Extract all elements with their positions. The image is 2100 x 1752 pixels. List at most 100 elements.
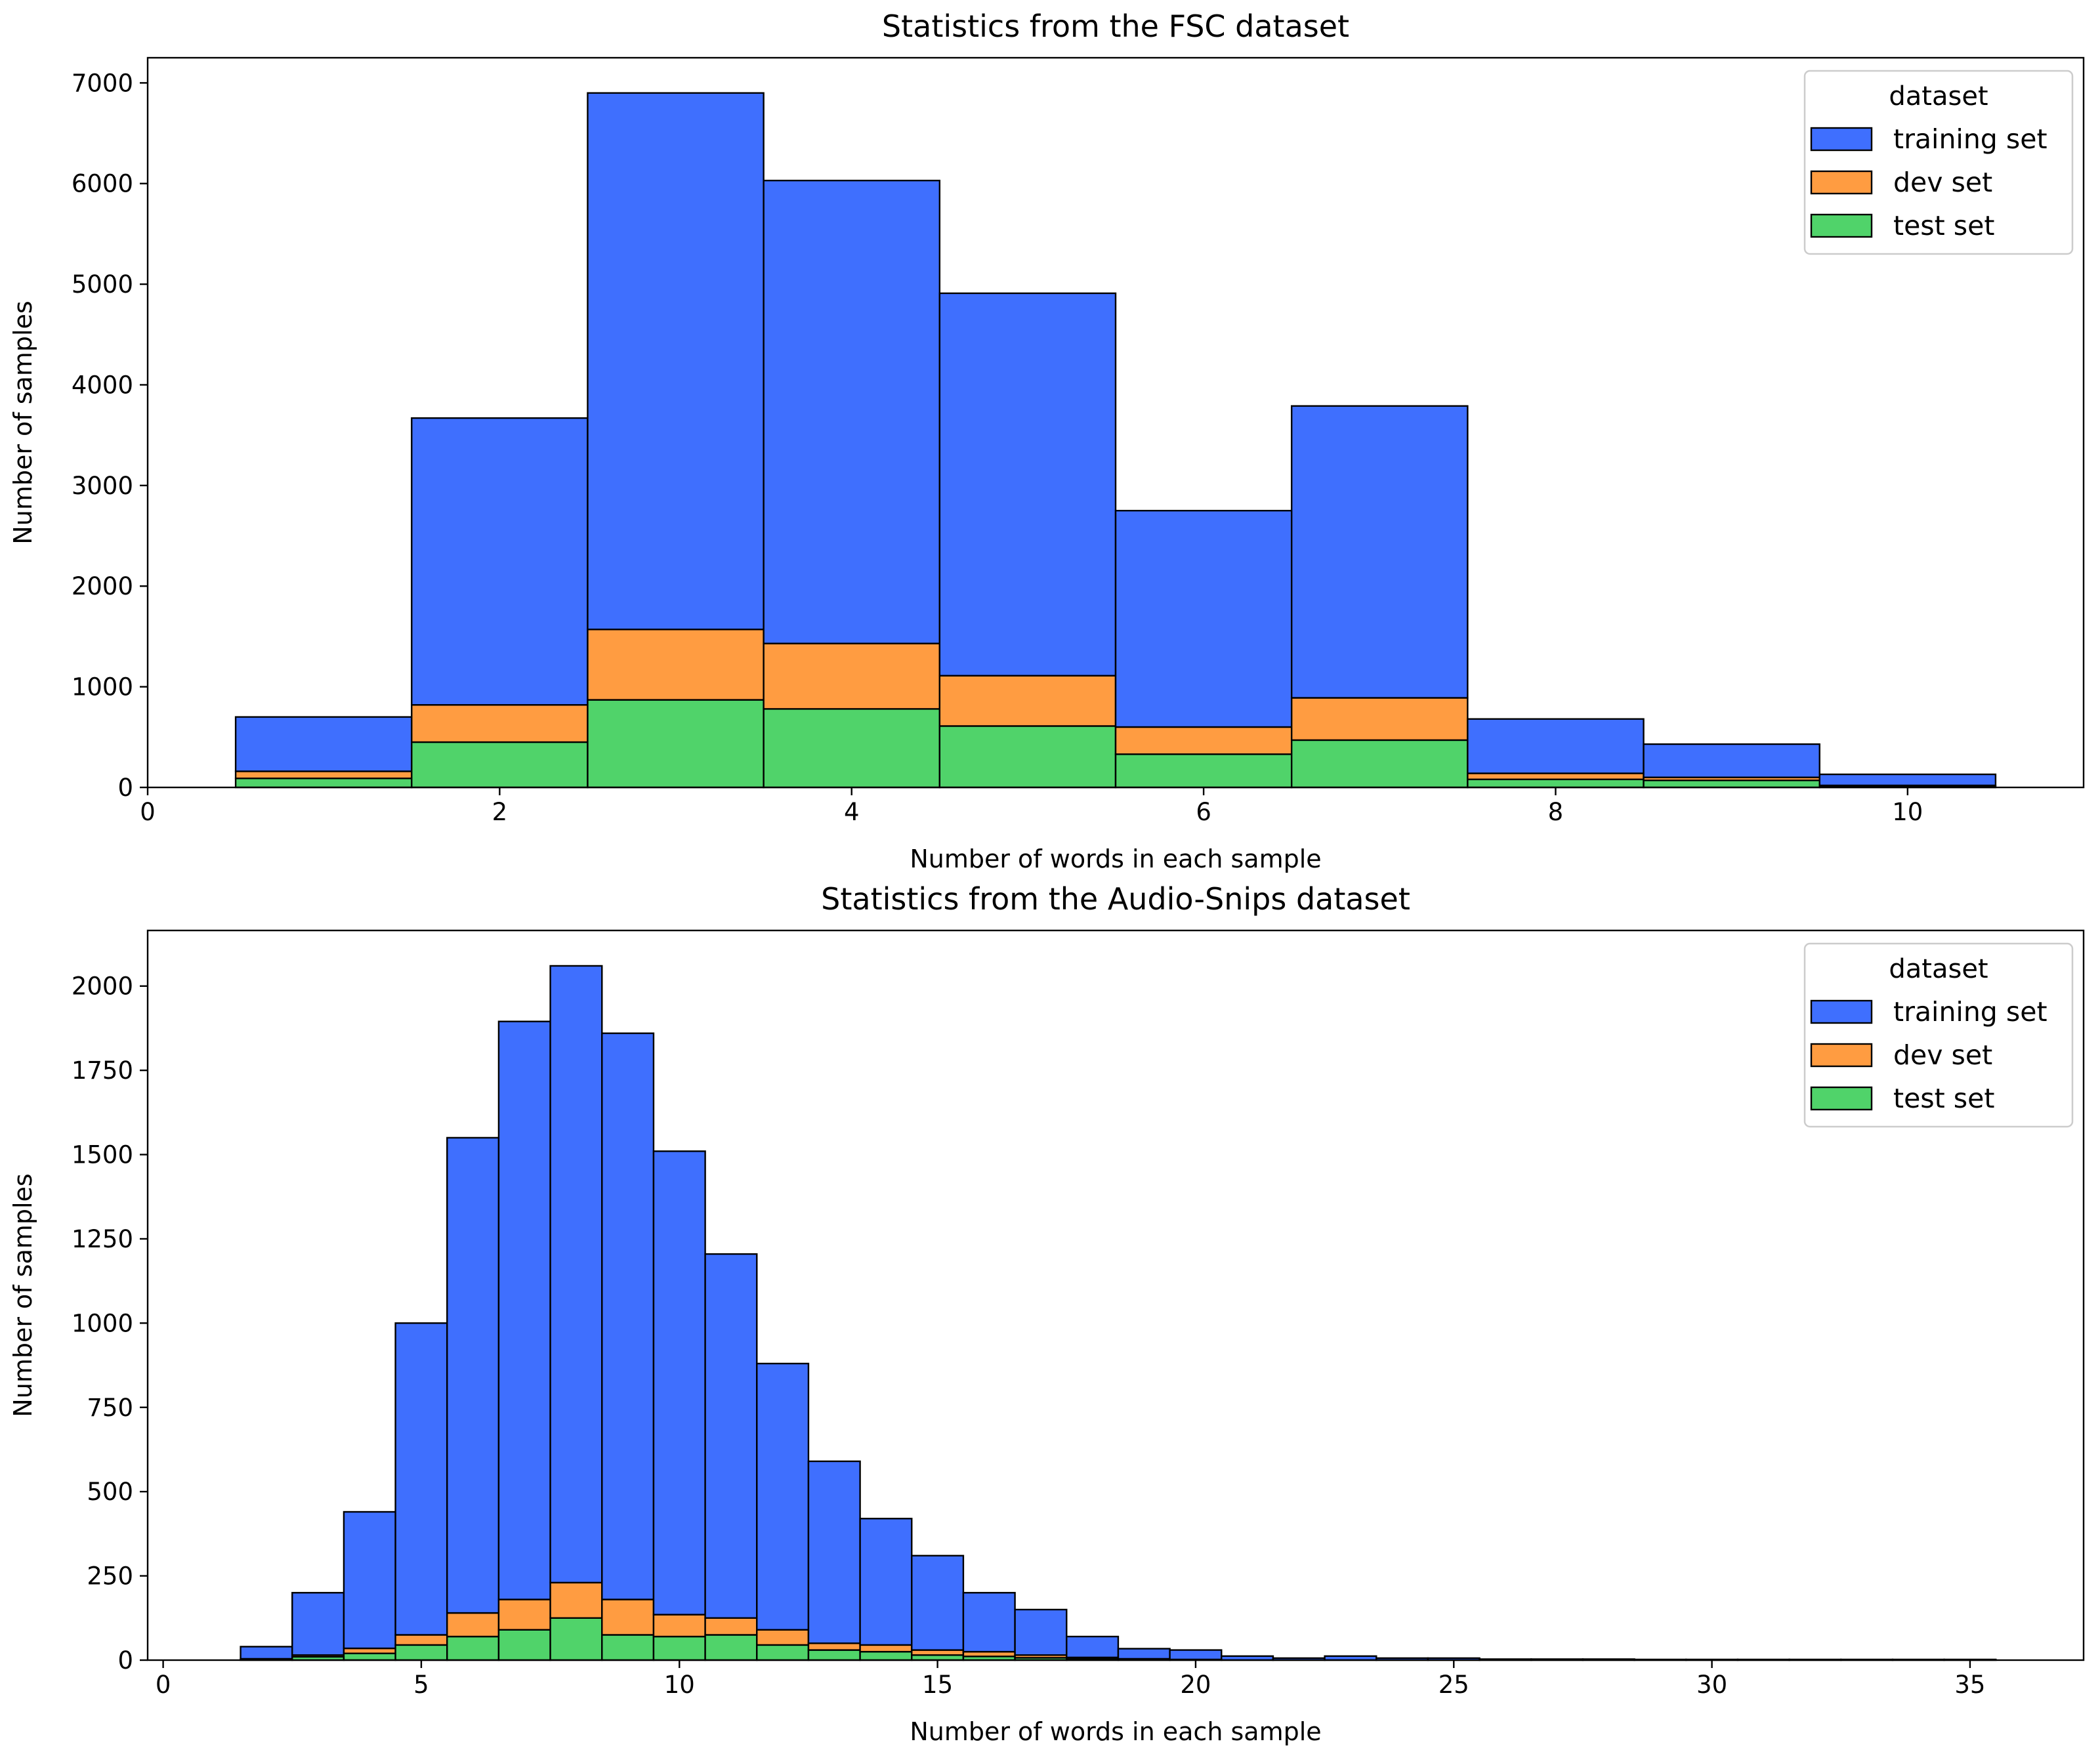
bar-dev-set-5 bbox=[394, 1634, 448, 1646]
bar-test-set-14 bbox=[859, 1650, 913, 1661]
y-tick-label: 6000 bbox=[72, 170, 133, 198]
y-tick-label: 2000 bbox=[72, 572, 133, 600]
x-tick-label: 0 bbox=[140, 798, 156, 826]
y-tick-label: 1000 bbox=[72, 673, 133, 701]
bar-dev-set-2 bbox=[411, 704, 589, 743]
y-axis-label: Number of samples bbox=[9, 301, 37, 544]
chart-title: Statistics from the FSC dataset bbox=[882, 9, 1349, 44]
bar-test-set-11 bbox=[704, 1634, 758, 1661]
bar-test-set-8 bbox=[549, 1617, 603, 1661]
bar-dev-set-11 bbox=[704, 1617, 758, 1636]
bar-training-set-19 bbox=[1117, 1648, 1171, 1660]
fsc-histogram: Statistics from the FSC dataset 0 2 4 6 8 100… bbox=[9, 9, 2085, 873]
x-tick-label: 8 bbox=[1548, 798, 1564, 826]
bar-dev-set-8 bbox=[549, 1581, 603, 1619]
bar-dev-set-1 bbox=[234, 770, 413, 780]
tick-layer: 0 5 10 15 20 25 30 35 0 250 500 750 1000 1250 1500 1750… bbox=[72, 972, 1986, 1699]
bar-test-set-2 bbox=[411, 741, 589, 789]
bar-training-set-4 bbox=[763, 179, 941, 644]
legend-swatch-dev-set bbox=[1810, 170, 1873, 195]
x-tick-label: 2 bbox=[492, 798, 508, 826]
legend-label-training-set: training set bbox=[1893, 123, 2048, 155]
bar-test-set-3 bbox=[587, 699, 765, 789]
x-tick-label: 10 bbox=[1892, 798, 1923, 826]
legend-label-test-set: test set bbox=[1893, 1083, 1994, 1114]
bar-dev-set-13 bbox=[807, 1642, 861, 1651]
bar-test-set-7 bbox=[1290, 739, 1469, 789]
bar-dev-set-7 bbox=[1290, 697, 1469, 741]
y-tick-label: 5000 bbox=[72, 270, 133, 299]
audio-snips-histogram: Statistics from the Audio-Snips dataset … bbox=[9, 881, 2085, 1746]
y-tick-label: 0 bbox=[117, 774, 133, 802]
bar-test-set-8 bbox=[1467, 778, 1645, 789]
legend-title: dataset bbox=[1889, 81, 1988, 112]
bar-dev-set-6 bbox=[1114, 726, 1293, 755]
bar-training-set-4 bbox=[343, 1511, 396, 1650]
bar-dev-set-6 bbox=[446, 1612, 500, 1638]
x-tick-label: 0 bbox=[156, 1671, 171, 1699]
bar-dev-set-10 bbox=[652, 1614, 706, 1638]
bar-training-set-9 bbox=[1643, 743, 1820, 778]
bar-test-set-4 bbox=[763, 708, 941, 789]
bar-training-set-15 bbox=[911, 1554, 965, 1651]
legend-label-training-set: training set bbox=[1893, 996, 2048, 1028]
bar-training-set-10 bbox=[652, 1150, 706, 1616]
bar-training-set-8 bbox=[549, 965, 603, 1584]
x-tick-label: 10 bbox=[664, 1671, 695, 1699]
bar-training-set-18 bbox=[1066, 1635, 1120, 1659]
bar-dev-set-8 bbox=[1467, 772, 1645, 780]
bar-dev-set-14 bbox=[859, 1644, 913, 1653]
y-tick-label: 1000 bbox=[72, 1309, 133, 1337]
bar-training-set-11 bbox=[704, 1253, 758, 1619]
y-tick-label: 1500 bbox=[72, 1141, 133, 1169]
bar-test-set-5 bbox=[938, 725, 1117, 789]
bar-dev-set-9 bbox=[601, 1598, 655, 1636]
y-tick-label: 0 bbox=[117, 1646, 133, 1675]
bar-training-set-8 bbox=[1467, 718, 1645, 774]
bar-test-set-12 bbox=[756, 1644, 810, 1661]
y-axis-label: Number of samples bbox=[9, 1173, 37, 1417]
bar-training-set-3 bbox=[587, 92, 765, 631]
bar-training-set-5 bbox=[938, 292, 1117, 677]
bar-dev-set-7 bbox=[497, 1598, 551, 1631]
legend-label-test-set: test set bbox=[1893, 210, 1994, 241]
legend-label-dev-set: dev set bbox=[1893, 167, 1992, 198]
bar-training-set-12 bbox=[756, 1362, 810, 1631]
bar-training-set-6 bbox=[446, 1137, 500, 1614]
y-tick-label: 4000 bbox=[72, 371, 133, 399]
bar-dev-set-5 bbox=[938, 675, 1117, 727]
legend-swatch-training-set bbox=[1810, 999, 1873, 1024]
x-tick-label: 25 bbox=[1438, 1671, 1469, 1699]
x-tick-label: 35 bbox=[1954, 1671, 1985, 1699]
bar-test-set-6 bbox=[446, 1635, 500, 1661]
bar-test-set-1 bbox=[234, 777, 413, 789]
bars-layer bbox=[240, 965, 1997, 1661]
bar-training-set-3 bbox=[291, 1592, 345, 1656]
plot-frame bbox=[146, 56, 2085, 789]
bar-training-set-2 bbox=[411, 417, 589, 706]
legend-swatch-dev-set bbox=[1810, 1043, 1873, 1068]
bar-training-set-17 bbox=[1014, 1608, 1068, 1656]
bars-layer bbox=[234, 92, 1997, 789]
y-tick-label: 1250 bbox=[72, 1225, 133, 1253]
bar-test-set-13 bbox=[807, 1649, 861, 1661]
legend-swatch-training-set bbox=[1810, 127, 1873, 152]
bar-test-set-5 bbox=[394, 1644, 448, 1661]
bar-training-set-9 bbox=[601, 1032, 655, 1600]
x-tick-label: 6 bbox=[1196, 798, 1211, 826]
y-tick-label: 500 bbox=[87, 1478, 133, 1506]
bar-training-set-5 bbox=[394, 1322, 448, 1636]
legend-label-dev-set: dev set bbox=[1893, 1039, 1992, 1071]
legend-swatch-test-set bbox=[1810, 1086, 1873, 1111]
bar-training-set-20 bbox=[1169, 1649, 1223, 1661]
y-tick-label: 3000 bbox=[72, 472, 133, 500]
bar-test-set-7 bbox=[497, 1629, 551, 1661]
bar-training-set-1 bbox=[234, 716, 413, 772]
legend: dataset training set dev set test set bbox=[1803, 942, 2074, 1128]
bar-test-set-6 bbox=[1114, 753, 1293, 789]
legend: dataset training set dev set test set bbox=[1803, 70, 2074, 255]
bar-dev-set-12 bbox=[756, 1629, 810, 1646]
bar-training-set-7 bbox=[1290, 405, 1469, 699]
legend-frame bbox=[1803, 942, 2074, 1128]
